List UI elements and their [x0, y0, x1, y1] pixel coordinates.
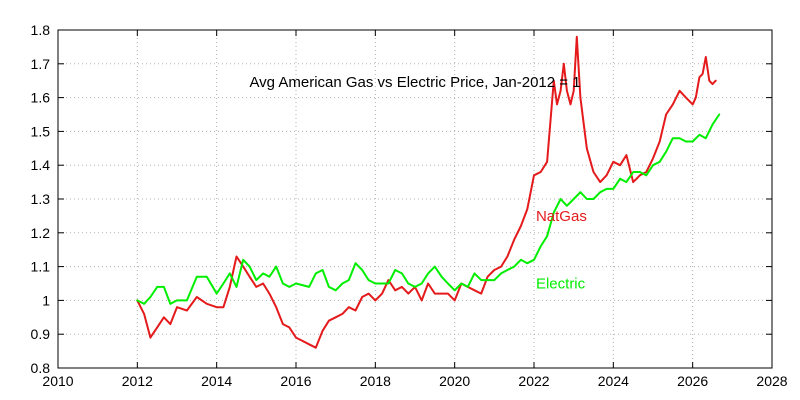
- y-tick-label: 0.8: [31, 360, 51, 376]
- y-tick-label: 1.7: [31, 56, 51, 72]
- x-tick-label: 2016: [280, 373, 311, 389]
- series-line-natgas: [136, 35, 717, 349]
- series-label-electric: Electric: [536, 276, 586, 293]
- plot-frame: [57, 29, 773, 369]
- y-tick-label: 1.3: [31, 191, 51, 207]
- x-tick-label: 2018: [360, 373, 391, 389]
- series-label-layer: NatGas Electric: [536, 208, 587, 293]
- y-tick-label: 1.2: [31, 225, 51, 241]
- x-tick-label: 2020: [439, 373, 470, 389]
- x-tick-label: 2026: [677, 373, 708, 389]
- tick-layer: 0.8 0.9 1 1.1 1.2 1.3 1.4 1.5 1.6 1.7 1.8 2010 2012 2…: [31, 22, 788, 389]
- y-tick-label: 1.1: [31, 259, 51, 275]
- x-tick-label: 2022: [518, 373, 549, 389]
- x-tick-label: 2010: [42, 373, 73, 389]
- x-tick-label: 2014: [201, 373, 232, 389]
- y-tick-label: 1.4: [31, 157, 51, 173]
- series-layer: [136, 35, 721, 349]
- y-tick-label: 1: [42, 292, 50, 308]
- chart-title: Avg American Gas vs Electric Price, Jan-…: [249, 74, 580, 91]
- y-tick-label: 1.8: [31, 22, 51, 38]
- grid-layer: [58, 30, 772, 368]
- series-line-electric: [136, 113, 721, 305]
- y-tick-label: 1.5: [31, 123, 51, 139]
- x-tick-label: 2028: [756, 373, 787, 389]
- y-tick-label: 1.6: [31, 90, 51, 106]
- series-label-natgas: NatGas: [536, 208, 587, 225]
- y-tick-label: 0.9: [31, 326, 51, 342]
- x-tick-label: 2024: [598, 373, 629, 389]
- x-tick-label: 2012: [122, 373, 153, 389]
